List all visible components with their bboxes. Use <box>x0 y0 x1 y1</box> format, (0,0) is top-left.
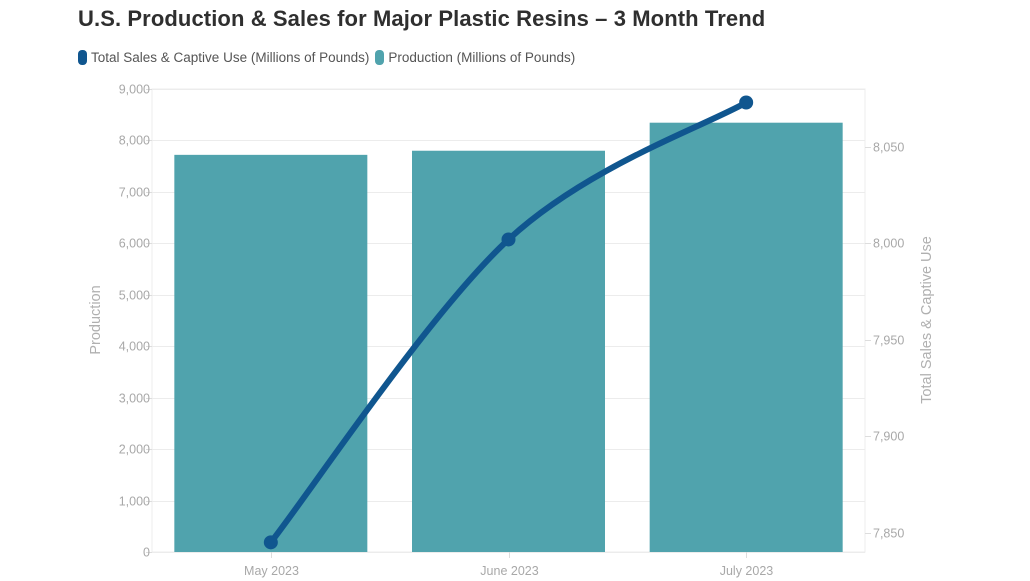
production-bar <box>649 122 843 553</box>
right-tick-label: 7,950 <box>873 334 904 348</box>
left-tick-label: 1,000 <box>119 495 150 509</box>
left-tick-label: 6,000 <box>119 237 150 251</box>
left-y-axis: 0 1,000 2,000 3,000 4,000 5,000 6,000 7,000 8,00… <box>119 83 152 560</box>
x-tick-label: June 2023 <box>480 564 538 578</box>
production-bars <box>174 122 843 553</box>
x-axis: May 2023 June 2023 July 2023 <box>244 552 773 578</box>
legend-label-sales: Total Sales & Captive Use (Millions of P… <box>91 50 370 65</box>
left-tick-label: 7,000 <box>119 186 150 200</box>
sales-data-point <box>263 535 278 550</box>
right-tick-label: 7,900 <box>873 430 904 444</box>
left-axis-title: Production <box>88 285 104 354</box>
right-axis-title: Total Sales & Captive Use <box>919 236 935 404</box>
right-y-axis: 7,850 7,900 7,950 8,000 8,050 <box>865 141 904 541</box>
right-tick-label: 8,050 <box>873 141 904 155</box>
left-tick-label: 9,000 <box>119 83 150 97</box>
left-tick-label: 2,000 <box>119 443 150 457</box>
right-tick-label: 8,000 <box>873 237 904 251</box>
left-tick-label: 3,000 <box>119 392 150 406</box>
production-bar <box>174 154 368 553</box>
production-swatch-icon <box>375 50 385 65</box>
sales-data-point <box>501 232 516 247</box>
left-tick-label: 8,000 <box>119 134 150 148</box>
left-tick-label: 5,000 <box>119 289 150 303</box>
legend-item-sales[interactable]: Total Sales & Captive Use (Millions of P… <box>78 50 369 65</box>
sales-line-path <box>267 99 750 546</box>
left-tick-label: 0 <box>143 546 150 560</box>
legend-label-production: Production (Millions of Pounds) <box>388 50 576 65</box>
legend-item-production[interactable]: Production (Millions of Pounds) <box>375 50 575 65</box>
left-tick-label: 4,000 <box>119 340 150 354</box>
production-bar <box>412 150 605 552</box>
chart-legend: Total Sales & Captive Use (Millions of P… <box>78 50 581 65</box>
x-tick-label: July 2023 <box>720 564 774 578</box>
sales-data-point <box>739 95 754 110</box>
sales-line <box>263 95 754 550</box>
chart-title: U.S. Production & Sales for Major Plasti… <box>78 6 766 31</box>
right-tick-label: 7,850 <box>873 527 904 541</box>
x-tick-label: May 2023 <box>244 564 299 578</box>
sales-swatch-icon <box>78 50 87 65</box>
